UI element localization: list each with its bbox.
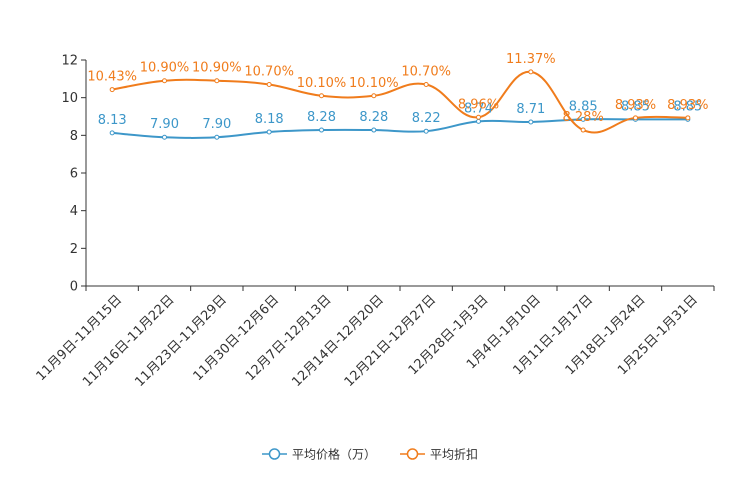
- data-point: [109, 87, 115, 93]
- data-label: 8.85: [621, 99, 650, 114]
- data-label: 11.37%: [506, 52, 556, 67]
- data-label: 8.93%: [615, 98, 656, 113]
- y-tick-label: 2: [70, 242, 78, 257]
- legend-label: 平均价格（万）: [292, 447, 376, 462]
- legend-swatch-marker: [268, 448, 281, 460]
- data-point: [476, 118, 481, 124]
- data-point: [423, 81, 429, 87]
- chart-axes: 0 2 4 6 8 10 12 11月9日-11月15日11月16日-11月22日11月23日…: [34, 54, 715, 390]
- data-point: [476, 114, 481, 120]
- data-point: [319, 93, 324, 99]
- data-label: 8.28: [359, 110, 388, 125]
- data-point: [266, 129, 272, 135]
- data-label: 8.28: [307, 110, 336, 125]
- y-tick-label: 0: [70, 280, 78, 295]
- data-point: [214, 78, 220, 84]
- data-point: [580, 116, 586, 122]
- data-label: 8.71: [516, 102, 545, 117]
- y-tick-label: 6: [70, 167, 78, 182]
- data-label: 10.10%: [297, 76, 347, 91]
- data-label: 8.18: [255, 112, 284, 127]
- data-label: 8.74: [464, 101, 493, 116]
- data-label: 7.90: [150, 117, 179, 132]
- data-labels: 8.13 7.90 7.90 8.18 8.28 8.28 8.22 8.74 8.71 8.85…: [87, 52, 708, 132]
- x-tick-label: 12月14日-12月20日: [289, 292, 386, 389]
- data-label: 7.90: [202, 117, 231, 132]
- data-point: [162, 78, 167, 84]
- series-lines: [112, 70, 688, 139]
- data-point: [162, 134, 167, 140]
- data-label: 8.96%: [458, 97, 499, 112]
- data-point: [685, 115, 691, 121]
- data-label: 10.43%: [87, 70, 137, 85]
- x-tick-label: 11月16日-11月22日: [80, 292, 177, 389]
- y-tick-label: 10: [61, 91, 78, 106]
- data-label: 10.90%: [140, 61, 190, 76]
- y-tick-label: 4: [70, 204, 78, 219]
- data-point: [214, 134, 220, 140]
- legend-swatch-marker: [406, 448, 419, 460]
- data-label: 8.22: [412, 111, 441, 126]
- data-point: [528, 119, 534, 125]
- series-line-1: [112, 118, 688, 139]
- data-label: 10.10%: [349, 76, 399, 91]
- data-point: [266, 81, 272, 87]
- data-label: 8.13: [98, 113, 127, 128]
- data-label: 8.85: [569, 99, 598, 114]
- data-point: [528, 69, 534, 75]
- data-point: [580, 127, 586, 133]
- series-points: [109, 69, 691, 140]
- data-label: 8.28%: [563, 110, 604, 125]
- y-tick-label: 12: [61, 54, 78, 69]
- data-label: 8.85: [673, 99, 702, 114]
- data-label: 10.70%: [244, 64, 294, 79]
- x-tick-label: 11月23日-11月29日: [132, 292, 229, 389]
- x-tick-label: 12月21日-12月27日: [342, 292, 439, 389]
- chart-legend: 平均价格（万） 平均折扣: [262, 447, 478, 462]
- data-point: [319, 127, 324, 133]
- data-label: 8.93%: [667, 98, 708, 113]
- data-point: [371, 93, 377, 99]
- data-point: [109, 130, 115, 136]
- data-point: [423, 128, 429, 134]
- data-label: 10.90%: [192, 61, 242, 76]
- data-point: [371, 127, 377, 133]
- y-tick-label: 8: [70, 129, 78, 144]
- data-label: 10.70%: [401, 64, 451, 79]
- data-point: [633, 115, 638, 121]
- x-tick-label: 11月9日-11月15日: [34, 292, 126, 384]
- legend-label: 平均折扣: [430, 447, 478, 462]
